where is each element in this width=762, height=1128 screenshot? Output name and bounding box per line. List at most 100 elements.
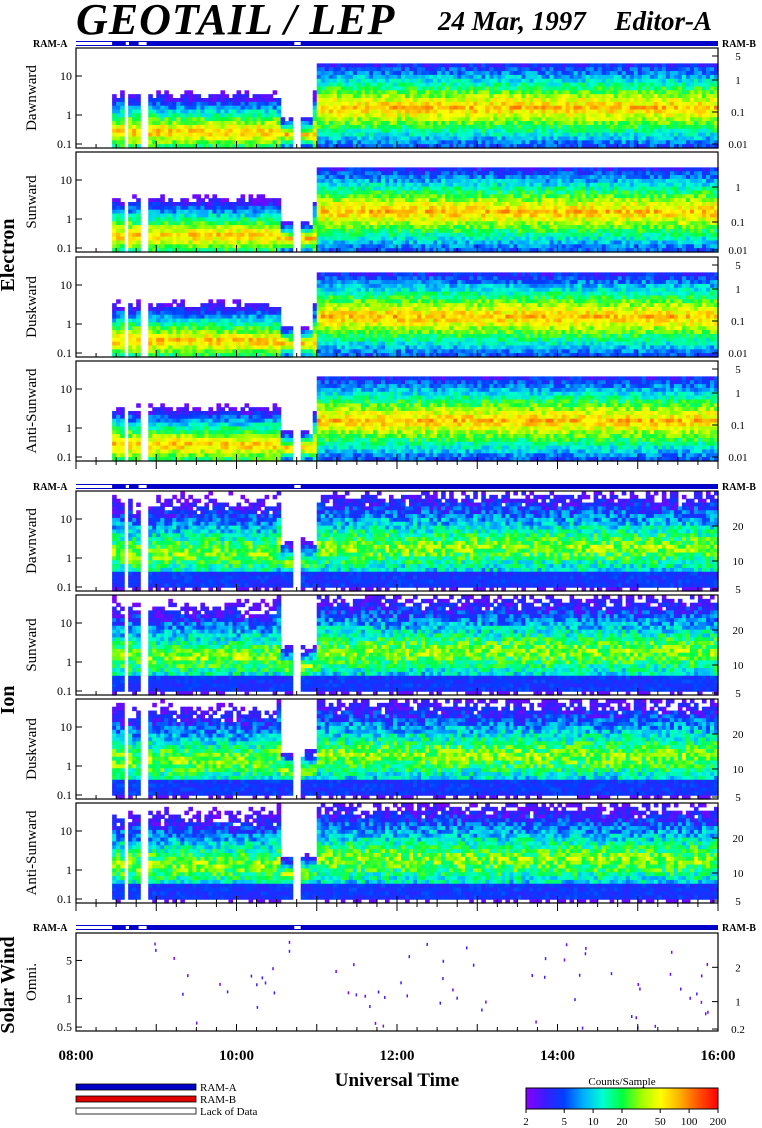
ion-panel-0-right-tick-label: 20 xyxy=(733,521,745,533)
solar-wind-point xyxy=(335,970,337,973)
solar-wind-point xyxy=(173,957,175,960)
colorbar-tick-label: 50 xyxy=(655,1116,667,1128)
ion-group-label: Ion xyxy=(0,686,19,715)
solar-wind-points xyxy=(154,941,708,1030)
legend-label-2: Lack of Data xyxy=(200,1106,258,1118)
solar-wind-point xyxy=(227,990,229,993)
ion-panel-1-right-tick-label: 20 xyxy=(733,625,745,637)
electron-panel-3-left-tick-label: 1 xyxy=(66,421,72,435)
spectrogram-electron-2 xyxy=(112,272,718,357)
ion-panel-2-left-tick-label: 1 xyxy=(66,759,72,773)
solar-wind-point xyxy=(289,950,291,953)
solar-wind-point xyxy=(585,952,587,955)
ion-panel-3-right-tick-label: 20 xyxy=(733,833,745,845)
spectrogram-ion-0 xyxy=(112,491,718,592)
solar-wind-point xyxy=(545,957,547,960)
solar-wind-point xyxy=(582,1027,584,1030)
solar-wind-panel-left-tick-label: 5 xyxy=(66,953,72,967)
electron-panel-2-left-tick-label: 1 xyxy=(66,317,72,331)
legend-label-0: RAM-A xyxy=(200,1082,237,1094)
electron-panel-1-right-tick-label: 1 xyxy=(735,182,741,194)
electron-panel-3-left-tick-label: 0.1 xyxy=(57,450,72,464)
electron-panel-3-label: Anti-Sunward xyxy=(24,368,40,453)
solar-wind-point xyxy=(257,1006,259,1009)
solar-wind-point xyxy=(364,995,366,998)
solar-wind-point xyxy=(378,991,380,994)
electron-panel-0-left-tick-label: 10 xyxy=(60,69,72,83)
ion-panel-1-right-tick-label: 10 xyxy=(733,660,745,672)
solar-wind-point xyxy=(701,1001,703,1004)
electron-panel-2-left-tick-label: 10 xyxy=(60,278,72,292)
solar-wind-ram-bar-gap xyxy=(126,926,129,929)
solar-wind-panel-left-tick-label: 0.5 xyxy=(57,1020,72,1034)
legend-swatch-1 xyxy=(76,1096,196,1102)
solar-wind-point xyxy=(443,960,445,963)
electron-panel-1-left-tick-label: 1 xyxy=(66,212,72,226)
x-axis-label: Universal Time xyxy=(335,1070,459,1091)
solar-wind-point xyxy=(456,997,458,1000)
electron-panel-3-right-tick-label: 1 xyxy=(735,388,741,400)
solar-wind-panel-right-tick-label: 0.2 xyxy=(731,1024,745,1036)
ram-a-label: RAM-A xyxy=(33,923,68,934)
solar-wind-panel-label: Omni. xyxy=(24,963,40,1001)
ram-a-label: RAM-A xyxy=(33,39,68,50)
solar-wind-point xyxy=(256,983,258,986)
electron-panel-3-right-tick-label: 0.01 xyxy=(728,452,747,464)
ion-panel-0-left-tick-label: 10 xyxy=(60,512,72,526)
solar-wind-point xyxy=(262,976,264,979)
spectrogram-electron-3 xyxy=(112,376,718,461)
electron-ram-bar-gap xyxy=(76,42,112,45)
time-tick-label: 08:00 xyxy=(59,1048,94,1064)
colorbar-tick-label: 10 xyxy=(588,1116,600,1128)
ion-ram-bar-gap xyxy=(126,485,129,488)
solar-wind-point xyxy=(564,958,566,961)
ion-panel-0-left-tick-label: 1 xyxy=(66,551,72,565)
ion-panel-3-label: Anti-Sunward xyxy=(24,810,40,895)
solar-wind-ram-bar xyxy=(76,925,718,930)
electron-panel-2-right-tick-label: 5 xyxy=(735,260,741,272)
colorbar xyxy=(526,1088,718,1109)
solar-wind-point xyxy=(274,991,276,994)
solar-wind-point xyxy=(671,951,673,954)
electron-panel-1-left-tick-label: 10 xyxy=(60,173,72,187)
ion-panel-0-label: Dawnward xyxy=(24,508,40,574)
solar-wind-point xyxy=(485,1001,487,1004)
electron-panel-3-left-tick-label: 10 xyxy=(60,382,72,396)
colorbar-tick-label: 5 xyxy=(561,1116,567,1128)
solar-wind-point xyxy=(611,972,613,975)
ion-panel-0-right-tick-label: 10 xyxy=(733,556,745,568)
electron-ram-bar-gap xyxy=(294,42,300,45)
solar-wind-point xyxy=(466,946,468,949)
ion-panel-3-right-tick-label: 10 xyxy=(733,868,745,880)
electron-group-label: Electron xyxy=(0,219,19,292)
spectrogram-ion-3 xyxy=(112,803,718,904)
legend-swatch-2 xyxy=(76,1108,196,1114)
spectrogram-electron-1 xyxy=(112,167,718,252)
solar-wind-point xyxy=(384,996,386,999)
solar-wind-point xyxy=(440,1002,442,1005)
solar-wind-point xyxy=(369,1005,371,1008)
electron-panel-1-left-tick-label: 0.1 xyxy=(57,241,72,255)
ion-panel-1-left-tick-label: 1 xyxy=(66,655,72,669)
time-tick-label: 10:00 xyxy=(219,1048,254,1064)
solar-wind-point xyxy=(670,973,672,976)
ion-panel-1-left-tick-label: 0.1 xyxy=(57,684,72,698)
ion-panel-2-right-tick-label: 20 xyxy=(733,729,745,741)
electron-panel-2-right-tick-label: 0.1 xyxy=(731,316,745,328)
electron-panel-2-right-tick-label: 0.01 xyxy=(728,348,747,360)
solar-wind-point xyxy=(655,1025,657,1028)
ram-b-label: RAM-B xyxy=(722,482,756,493)
ram-b-label: RAM-B xyxy=(722,39,756,50)
electron-panel-3-right-tick-label: 0.1 xyxy=(731,420,745,432)
ion-panel-3-left-tick-label: 1 xyxy=(66,863,72,877)
electron-panel-2-label: Duskward xyxy=(24,276,40,338)
solar-wind-point xyxy=(265,981,267,984)
colorbar-title: Counts/Sample xyxy=(588,1076,655,1088)
solar-wind-point xyxy=(409,955,411,958)
electron-panel-0-right-tick-label: 1 xyxy=(735,75,741,87)
ion-panel-0-left-tick-label: 0.1 xyxy=(57,580,72,594)
solar-wind-point xyxy=(481,1009,483,1012)
electron-panel-2-right-tick-label: 1 xyxy=(735,284,741,296)
solar-wind-panel-right-tick-label: 2 xyxy=(735,962,741,974)
solar-wind-panel-frame xyxy=(76,933,718,1031)
